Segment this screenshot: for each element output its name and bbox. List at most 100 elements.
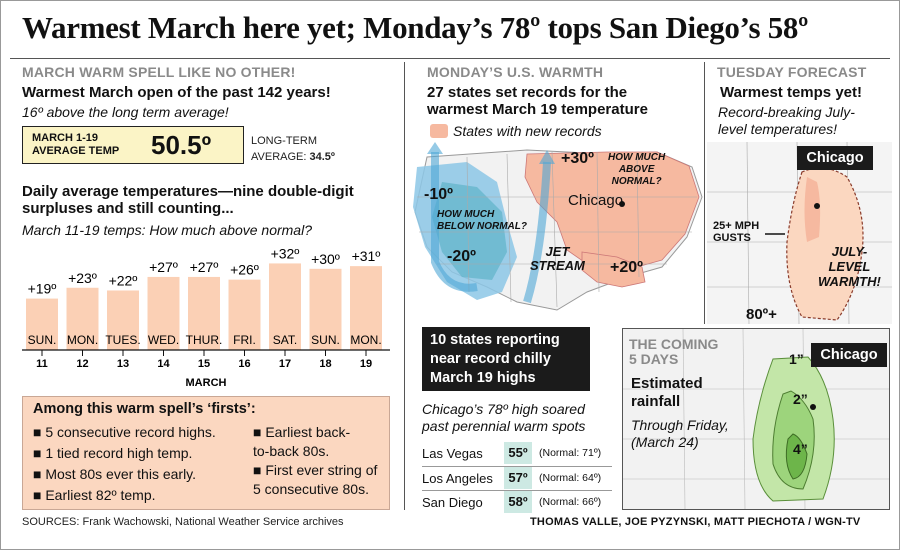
bar-value-label: +32º (271, 245, 300, 261)
jet-line1: JET (545, 244, 570, 259)
bar-day-label: MON. (350, 333, 381, 347)
bar-day-label: SAT. (273, 333, 297, 347)
record-states-swatch (430, 124, 448, 138)
bar-date-label: 15 (198, 358, 210, 370)
column-divider-right (704, 62, 705, 324)
us-warmth-map (413, 142, 703, 311)
rainfall-map (623, 329, 889, 509)
middle-heading: 27 states set records for the warmest Ma… (427, 84, 648, 118)
bar-day-label: WED. (148, 333, 179, 347)
city-row: Las Vegas 55º (Normal: 71º) (422, 442, 622, 466)
july-line1: JULY- (831, 244, 868, 259)
bar-value-label: +26º (230, 262, 259, 278)
legend-label: States with new records (453, 123, 602, 139)
city-normal: (Normal: 64º) (539, 472, 602, 484)
tuesday-forecast-map (707, 142, 892, 324)
bar-day-label: TUES. (105, 333, 140, 347)
below-line2: BELOW NORMAL? (437, 221, 527, 232)
bar (26, 298, 58, 350)
above-line3: NORMAL? (611, 176, 662, 187)
credit: THOMAS VALLE, JOE PYZYNSKI, MATT PIECHOT… (530, 516, 861, 528)
above-line2: ABOVE (618, 164, 655, 175)
long-term-line1: LONG-TERM (251, 135, 317, 147)
chart-heading-line2: surpluses and still counting... (22, 200, 234, 217)
first-item: ■ Earliest back- (253, 424, 351, 440)
first-item: ■ Most 80s ever this early. (33, 466, 197, 482)
long-term-prefix: AVERAGE: (251, 151, 310, 163)
rain-chicago-box: Chicago (811, 343, 887, 367)
long-term-average: LONG-TERM AVERAGE: 34.5º (251, 133, 335, 165)
coming-days-title: THE COMING 5 DAYS (629, 337, 718, 367)
right-section-title: TUESDAY FORECAST (717, 64, 867, 80)
bar-date-label: 16 (238, 358, 250, 370)
firsts-title: Among this warm spell’s ‘firsts’: (33, 401, 256, 417)
four-inch-label: 4” (793, 441, 808, 457)
city-temp: 55º (504, 442, 532, 464)
right-subheading: Record-breaking July- level temperatures… (718, 104, 855, 138)
middle-section-title: MONDAY’S U.S. WARMTH (427, 64, 604, 80)
average-temp-box: MARCH 1-19 AVERAGE TEMP 50.5º (22, 126, 244, 164)
chart-heading-line1: Daily average temperatures—nine double-d… (22, 183, 354, 200)
gusts-label: 25+ MPH GUSTS (713, 220, 759, 244)
bar-value-label: +23º (68, 270, 97, 286)
two-inch-label: 2” (793, 391, 808, 407)
right-sub-line2: level temperatures! (718, 121, 838, 137)
bar-date-label: 11 (36, 358, 48, 370)
bar-chart-svg: +19º SUN. 11 +23º MON. 12 +22º TUES. 13 +27º WED. 1… (22, 245, 390, 389)
city-temp: 58º (504, 491, 532, 513)
bar (228, 279, 261, 350)
chilly-box: 10 states reporting near record chilly M… (422, 327, 590, 391)
bar-value-label: +19º (28, 281, 57, 297)
chicago-dot (619, 201, 625, 207)
bar-day-label: THUR. (186, 333, 223, 347)
above-line1: HOW MUCH (608, 152, 666, 163)
bar-value-label: +30º (311, 251, 340, 267)
middle-heading-line1: 27 states set records for the (427, 84, 628, 101)
forecast-chicago-box: Chicago (797, 146, 873, 170)
city-name: San Diego (422, 495, 483, 510)
average-temp-value: 50.5º (151, 130, 212, 160)
firsts-callout: Among this warm spell’s ‘firsts’: ■ 5 co… (22, 396, 390, 510)
cities-heading-line1: Chicago’s 78º high soared (422, 401, 585, 417)
plus30-label: +30º (561, 150, 594, 167)
below-normal-label: HOW MUCH BELOW NORMAL? (437, 209, 527, 233)
first-item: ■ 5 consecutive record highs. (33, 424, 216, 440)
first-item: ■ 1 tied record high temp. (33, 445, 193, 461)
left-heading: Warmest March open of the past 142 years… (22, 84, 331, 101)
warmth-core (804, 177, 821, 242)
bar-date-label: 12 (76, 358, 88, 370)
coming-line1: THE COMING (629, 336, 719, 352)
chilly-line: March 19 highs (430, 370, 536, 386)
headline: Warmest March here yet; Monday’s 78º top… (22, 10, 809, 45)
bar (188, 276, 220, 350)
rainfall-panel: THE COMING 5 DAYS Estimated rainfall Thr… (622, 328, 890, 510)
jet-line2: STREAM (530, 258, 585, 273)
one-inch-label: 1” (789, 351, 804, 367)
city-normal: (Normal: 66º) (539, 496, 602, 508)
rain-chicago-dot (810, 404, 816, 410)
chart-heading: Daily average temperatures—nine double-d… (22, 183, 354, 217)
sources: SOURCES: Frank Wachowski, National Weath… (22, 516, 344, 528)
rain-line2: rainfall (631, 393, 681, 410)
bar (350, 266, 382, 350)
middle-heading-line2: warmest March 19 temperature (427, 101, 648, 118)
plus20-label: +20º (610, 259, 643, 276)
minus20-label: -20º (447, 248, 476, 265)
through-line1: Through Friday, (631, 417, 729, 433)
header-divider (10, 58, 890, 59)
bar-date-label: 13 (117, 358, 129, 370)
bar-value-label: +22º (109, 272, 138, 288)
jet-stream-arrow-west (431, 152, 478, 292)
through-friday: Through Friday, (March 24) (631, 417, 729, 451)
column-divider-left (404, 62, 405, 510)
city-name: Los Angeles (422, 471, 493, 486)
cities-heading-line2: past perennial warm spots (422, 418, 586, 434)
jet-arrow-head-east (539, 150, 555, 164)
average-temp-label: MARCH 1-19 AVERAGE TEMP (32, 132, 119, 158)
bar-date-label: 17 (279, 358, 291, 370)
record-states-south (581, 251, 646, 288)
bar-date-label: 14 (157, 358, 170, 370)
through-line2: (March 24) (631, 434, 699, 450)
above-normal-label: HOW MUCH ABOVE NORMAL? (608, 152, 665, 188)
bar-day-label: FRI. (233, 333, 256, 347)
